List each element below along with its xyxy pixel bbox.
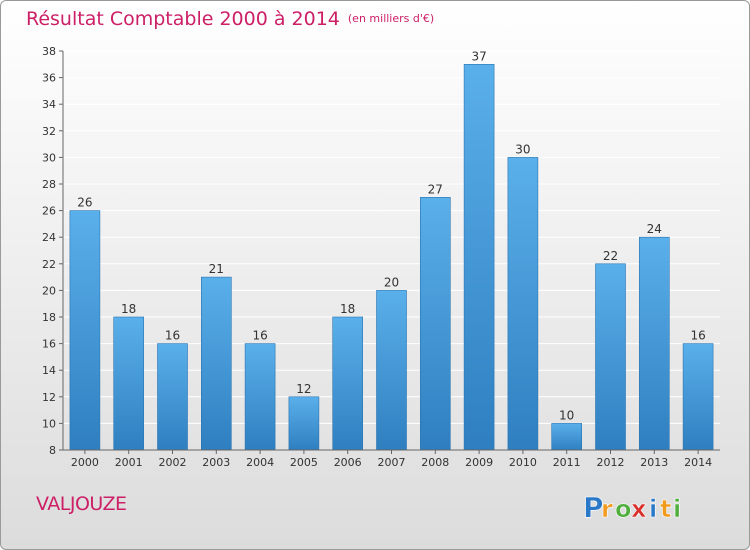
logo-letter: i <box>649 495 657 523</box>
x-tick-label: 2012 <box>597 456 625 469</box>
bar-2013 <box>638 236 670 451</box>
axes: 8 10 12 14 16 18 20 22 24 26 28 30 32 34 36 38 2000 2001 2… <box>42 45 720 469</box>
chart-title-block: Résultat Comptable 2000 à 2014 (en millie… <box>26 8 434 30</box>
bar-2000 <box>69 210 101 451</box>
bar-2011 <box>551 423 583 451</box>
bar-2001 <box>113 316 144 451</box>
bar-value-label: 20 <box>384 275 399 289</box>
x-tick-label: 2002 <box>159 456 187 469</box>
y-tick-label: 12 <box>42 391 56 404</box>
x-tick-label: 2001 <box>115 456 143 469</box>
bar-2009 <box>463 64 495 451</box>
bar-value-label: 27 <box>428 182 443 196</box>
commune-name: VALJOUZE <box>36 493 127 515</box>
y-tick-label: 38 <box>42 45 56 58</box>
bar-2006 <box>332 316 364 451</box>
bar-value-label: 16 <box>165 329 180 343</box>
bar-2007 <box>376 290 407 451</box>
bar-value-label: 18 <box>121 302 136 316</box>
x-tick-label: 2004 <box>246 456 274 469</box>
x-tick-label: 2011 <box>553 456 581 469</box>
y-tick-label: 36 <box>42 72 56 85</box>
logo-letter: x <box>631 495 647 523</box>
bar-value-label: 22 <box>603 249 618 263</box>
y-tick-label: 34 <box>42 98 56 111</box>
bar-2008 <box>419 197 451 451</box>
y-tick-label: 8 <box>49 444 56 457</box>
bar-2010 <box>507 157 539 451</box>
chart-title: Résultat Comptable 2000 à 2014 <box>26 8 340 30</box>
y-tick-label: 18 <box>42 311 56 324</box>
bar-value-label: 10 <box>559 408 574 422</box>
bar-value-label: 30 <box>515 142 530 156</box>
bar-2012 <box>595 263 626 451</box>
x-tick-label: 2014 <box>684 456 712 469</box>
bar-value-label: 12 <box>296 382 311 396</box>
bars: 26 18 16 21 16 12 18 20 27 37 30 10 22 24 16 <box>69 49 714 451</box>
bar-value-label: 24 <box>647 222 662 236</box>
bar-value-label: 16 <box>252 329 267 343</box>
x-tick-label: 2009 <box>465 456 493 469</box>
y-tick-label: 32 <box>42 125 56 138</box>
bar-2014 <box>682 343 714 451</box>
y-tick-label: 16 <box>42 338 56 351</box>
x-tick-label: 2006 <box>334 456 362 469</box>
logo-letter: r <box>601 495 613 523</box>
y-tick-label: 30 <box>42 151 56 164</box>
bar-2003 <box>201 276 232 451</box>
bar-2002 <box>157 343 188 451</box>
x-tick-label: 2007 <box>378 456 406 469</box>
logo-letter: P <box>583 491 604 524</box>
logo-letter: t <box>660 495 671 523</box>
y-tick-label: 28 <box>42 178 56 191</box>
bar-2004 <box>244 343 276 451</box>
bar-value-label: 16 <box>690 329 705 343</box>
x-tick-label: 2010 <box>509 456 537 469</box>
y-tick-label: 22 <box>42 258 56 271</box>
bar-value-label: 37 <box>471 49 486 63</box>
y-tick-label: 20 <box>42 284 56 297</box>
x-tick-label: 2005 <box>290 456 318 469</box>
y-tick-label: 14 <box>42 364 56 377</box>
bar-value-label: 18 <box>340 302 355 316</box>
x-tick-label: 2013 <box>640 456 668 469</box>
x-tick-label: 2003 <box>202 456 230 469</box>
proxiti-logo: Pr o x i t i <box>583 491 682 525</box>
bar-2005 <box>288 396 320 451</box>
bar-value-label: 21 <box>209 262 224 276</box>
logo-letter: i <box>673 495 681 523</box>
y-tick-label: 24 <box>42 231 56 244</box>
x-tick-label: 2000 <box>71 456 99 469</box>
x-tick-label: 2008 <box>421 456 449 469</box>
chart-subtitle: (en milliers d'€) <box>347 12 435 25</box>
bar-value-label: 26 <box>77 196 92 210</box>
y-tick-label: 26 <box>42 205 56 218</box>
logo-letter: o <box>615 495 632 523</box>
y-tick-label: 10 <box>42 417 56 430</box>
